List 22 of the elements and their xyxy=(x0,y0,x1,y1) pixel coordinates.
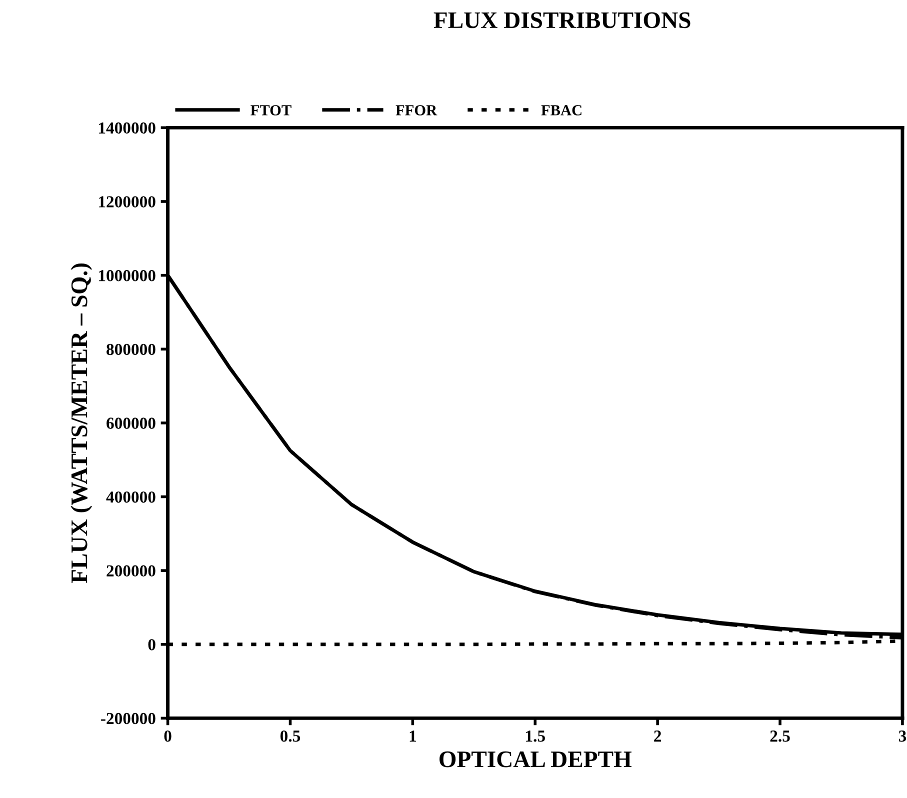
x-tick-label: 1 xyxy=(410,730,416,742)
x-tick-label: 0.5 xyxy=(280,730,300,742)
x-tick-label: 3 xyxy=(898,730,906,742)
legend-label: FFOR xyxy=(396,105,438,116)
y-tick-label: 0 xyxy=(148,639,156,650)
legend-label: FTOT xyxy=(250,105,292,116)
x-tick-label: 0 xyxy=(164,730,172,742)
y-tick-label: 1400000 xyxy=(98,122,156,134)
y-tick-label: 400000 xyxy=(106,491,156,503)
x-tick-label: 2.5 xyxy=(770,730,790,742)
chart-title: FLUX DISTRIBUTIONS xyxy=(434,12,690,28)
y-tick-label: 200000 xyxy=(106,565,156,577)
legend-label: FBAC xyxy=(541,105,582,116)
y-axis-title: FLUX (WATTS/METER – SQ.) xyxy=(70,263,92,584)
y-tick-label: 800000 xyxy=(106,344,156,356)
y-tick-label: 1200000 xyxy=(98,196,156,208)
y-tick-label: 1000000 xyxy=(98,270,156,282)
x-tick-label: 1.5 xyxy=(526,730,545,742)
y-tick-label: 600000 xyxy=(106,418,156,429)
x-tick-label: 2 xyxy=(654,730,662,742)
y-tick-label: -200000 xyxy=(101,712,156,724)
x-axis-title: OPTICAL DEPTH xyxy=(440,751,632,768)
